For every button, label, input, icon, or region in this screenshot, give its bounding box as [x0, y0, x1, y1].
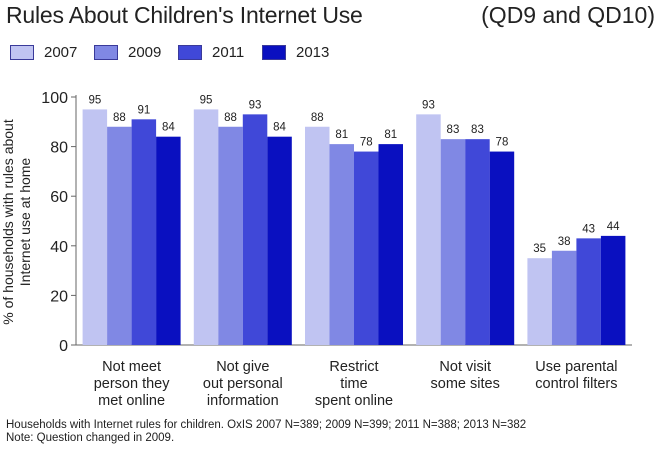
data-label: 43: [582, 223, 595, 235]
bar-2013: [156, 136, 181, 345]
data-label: 88: [311, 112, 324, 124]
bar-2009: [218, 126, 243, 345]
data-label: 78: [360, 137, 373, 149]
legend-item-2007: 2007: [10, 44, 94, 61]
x-category-label: time: [340, 376, 367, 392]
bar-2013: [267, 136, 292, 345]
x-category-label: some sites: [431, 376, 500, 392]
x-category-label: out personal: [203, 376, 283, 392]
data-label: 95: [88, 94, 101, 106]
x-category-label: Restrict: [329, 359, 378, 375]
bar-2013: [600, 235, 626, 345]
bar-2011: [131, 119, 157, 345]
bar-2009: [329, 144, 354, 345]
bar-2011: [465, 139, 490, 345]
legend-label: 2009: [128, 44, 162, 61]
chart-subtitle: (QD9 and QD10): [481, 2, 655, 28]
data-label: 84: [162, 122, 175, 134]
bar-2007: [193, 109, 219, 346]
y-tick-label: 80: [50, 140, 68, 157]
legend-swatch: [178, 45, 202, 60]
bar-2009: [551, 250, 577, 345]
bar-2011: [354, 151, 379, 345]
legend-label: 2013: [296, 44, 330, 61]
legend-label: 2007: [44, 44, 78, 61]
data-label: 38: [558, 236, 571, 248]
y-axis-title-line: % of households with rules about: [0, 119, 16, 325]
x-category-label: information: [207, 393, 279, 409]
legend-swatch: [262, 45, 286, 60]
x-category-label: met online: [98, 393, 165, 409]
y-tick-label: 20: [50, 288, 68, 305]
bar-2013: [378, 144, 403, 345]
bar-2007: [527, 258, 552, 345]
legend-swatch: [94, 45, 118, 60]
legend-item-2013: 2013: [262, 44, 346, 61]
bar-2009: [440, 139, 466, 345]
bar-2007: [82, 109, 108, 346]
legend: 2007 2009 2011 2013: [10, 44, 346, 61]
data-label: 95: [200, 94, 213, 106]
bar-2011: [242, 114, 268, 345]
data-label: 91: [137, 104, 150, 116]
y-axis-title-line: Internet use at home: [17, 158, 33, 287]
y-tick-label: 60: [50, 189, 68, 206]
legend-item-2011: 2011: [178, 44, 262, 61]
data-label: 88: [113, 112, 126, 124]
data-label: 83: [471, 124, 484, 136]
data-label: 78: [496, 137, 509, 149]
bar-2007: [305, 126, 330, 345]
footnote-line-1: Households with Internet rules for child…: [6, 419, 527, 431]
data-label: 44: [607, 221, 620, 233]
bar-2009: [107, 126, 132, 345]
legend-label: 2011: [212, 44, 245, 61]
data-label: 84: [273, 122, 286, 134]
x-category-label: person they: [94, 376, 171, 392]
x-category-label: control filters: [535, 376, 617, 392]
bar-2013: [489, 151, 515, 345]
footnote: Households with Internet rules for child…: [6, 419, 526, 445]
bar-2007: [416, 114, 441, 345]
data-label: 93: [249, 99, 262, 111]
data-label: 93: [422, 99, 435, 111]
data-label: 88: [224, 112, 237, 124]
x-category-label: Not meet: [102, 359, 161, 375]
y-tick-label: 100: [41, 90, 68, 107]
y-tick-label: 40: [50, 239, 68, 256]
legend-item-2009: 2009: [94, 44, 178, 61]
y-tick-label: 0: [59, 338, 68, 355]
x-category-label: Not visit: [439, 359, 491, 375]
bar-2011: [576, 238, 601, 345]
footnote-line-2: Note: Question changed in 2009.: [6, 432, 175, 444]
x-category-label: spent online: [315, 393, 393, 409]
x-category-label: Not give: [216, 359, 269, 375]
legend-swatch: [10, 45, 34, 60]
data-label: 83: [447, 124, 460, 136]
data-label: 35: [533, 243, 546, 255]
data-label: 81: [384, 129, 397, 141]
x-category-label: Use parental: [535, 359, 617, 375]
chart-title: Rules About Children's Internet Use: [6, 2, 363, 28]
data-label: 81: [335, 129, 348, 141]
